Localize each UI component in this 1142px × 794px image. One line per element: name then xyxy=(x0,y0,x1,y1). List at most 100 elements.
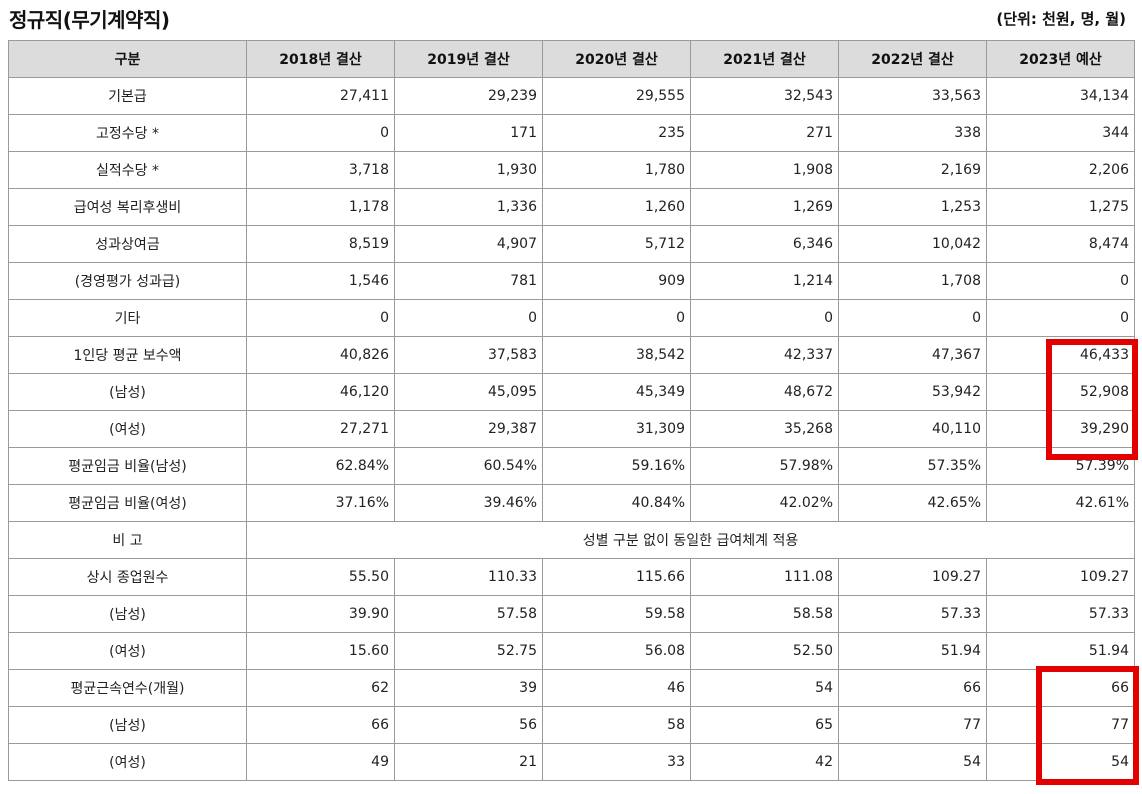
table-row: (남성) 46,120 45,095 45,349 48,672 53,942 52,908 xyxy=(8,373,1135,411)
cell-value: 52,908 xyxy=(986,373,1135,411)
cell-value: 62 xyxy=(246,669,395,707)
cell-value: 1,178 xyxy=(246,188,395,226)
table-row: (남성) 39.90 57.58 59.58 58.58 57.33 57.33 xyxy=(8,595,1135,633)
column-header-year: 2020년 결산 xyxy=(542,40,691,78)
cell-value: 10,042 xyxy=(838,225,987,263)
cell-value: 56 xyxy=(394,706,543,744)
row-label: 기타 xyxy=(8,299,247,337)
cell-value: 46 xyxy=(542,669,691,707)
cell-value: 1,214 xyxy=(690,262,839,300)
cell-value: 33,563 xyxy=(838,77,987,115)
row-label: (여성) xyxy=(8,743,247,781)
cell-value: 29,239 xyxy=(394,77,543,115)
cell-value: 58.58 xyxy=(690,595,839,633)
unit-note: (단위: 천원, 명, 월) xyxy=(996,10,1126,28)
cell-value: 42.02% xyxy=(690,484,839,522)
cell-value: 0 xyxy=(394,299,543,337)
cell-value: 62.84% xyxy=(246,447,395,485)
row-label: (여성) xyxy=(8,632,247,670)
table-row: 고정수당 * 0 171 235 271 338 344 xyxy=(8,114,1135,152)
cell-value: 66 xyxy=(986,669,1135,707)
table-row: 평균임금 비율(여성) 37.16% 39.46% 40.84% 42.02% 42.65… xyxy=(8,484,1135,522)
cell-value: 42.61% xyxy=(986,484,1135,522)
cell-value: 66 xyxy=(838,669,987,707)
cell-value: 2,169 xyxy=(838,151,987,189)
cell-value: 57.98% xyxy=(690,447,839,485)
cell-value: 0 xyxy=(986,299,1135,337)
table-row: 기본급 27,411 29,239 29,555 32,543 33,563 34,134 xyxy=(8,77,1135,115)
cell-value: 66 xyxy=(246,706,395,744)
cell-value: 29,387 xyxy=(394,410,543,448)
cell-value: 58 xyxy=(542,706,691,744)
cell-value: 1,708 xyxy=(838,262,987,300)
cell-value: 115.66 xyxy=(542,558,691,596)
cell-value: 51.94 xyxy=(986,632,1135,670)
cell-value: 46,433 xyxy=(986,336,1135,374)
table-row: 실적수당 * 3,718 1,930 1,780 1,908 2,169 2,206 xyxy=(8,151,1135,189)
row-label: 급여성 복리후생비 xyxy=(8,188,247,226)
cell-value: 48,672 xyxy=(690,373,839,411)
column-header-year: 2021년 결산 xyxy=(690,40,839,78)
remark-row: 비 고 성별 구분 없이 동일한 급여체계 적용 xyxy=(8,521,1135,559)
cell-value: 60.54% xyxy=(394,447,543,485)
cell-value: 39.46% xyxy=(394,484,543,522)
cell-value: 39.90 xyxy=(246,595,395,633)
cell-value: 51.94 xyxy=(838,632,987,670)
cell-value: 0 xyxy=(542,299,691,337)
cell-value: 0 xyxy=(246,114,395,152)
cell-value: 59.16% xyxy=(542,447,691,485)
cell-value: 3,718 xyxy=(246,151,395,189)
cell-value: 171 xyxy=(394,114,543,152)
cell-value: 4,907 xyxy=(394,225,543,263)
cell-value: 8,519 xyxy=(246,225,395,263)
cell-value: 54 xyxy=(838,743,987,781)
cell-value: 47,367 xyxy=(838,336,987,374)
row-label: 평균근속연수(개월) xyxy=(8,669,247,707)
cell-value: 5,712 xyxy=(542,225,691,263)
row-label: 기본급 xyxy=(8,77,247,115)
cell-value: 42,337 xyxy=(690,336,839,374)
row-label: 실적수당 * xyxy=(8,151,247,189)
cell-value: 1,780 xyxy=(542,151,691,189)
cell-value: 65 xyxy=(690,706,839,744)
cell-value: 235 xyxy=(542,114,691,152)
table-row: 평균근속연수(개월) 62 39 46 54 66 66 xyxy=(8,669,1135,707)
cell-value: 29,555 xyxy=(542,77,691,115)
table-row: 상시 종업원수 55.50 110.33 115.66 111.08 109.27 109.… xyxy=(8,558,1135,596)
cell-value: 39 xyxy=(394,669,543,707)
table-row: 성과상여금 8,519 4,907 5,712 6,346 10,042 8,474 xyxy=(8,225,1135,263)
cell-value: 338 xyxy=(838,114,987,152)
row-label: (남성) xyxy=(8,706,247,744)
cell-value: 1,253 xyxy=(838,188,987,226)
cell-value: 53,942 xyxy=(838,373,987,411)
cell-value: 21 xyxy=(394,743,543,781)
row-label: (남성) xyxy=(8,373,247,411)
row-label: 고정수당 * xyxy=(8,114,247,152)
table-row: (여성) 27,271 29,387 31,309 35,268 40,110 39,290 xyxy=(8,410,1135,448)
cell-value: 109.27 xyxy=(838,558,987,596)
cell-value: 1,336 xyxy=(394,188,543,226)
row-label: 평균임금 비율(여성) xyxy=(8,484,247,522)
cell-value: 1,275 xyxy=(986,188,1135,226)
remark-text: 성별 구분 없이 동일한 급여체계 적용 xyxy=(246,521,1135,559)
table-row: (남성) 66 56 58 65 77 77 xyxy=(8,706,1135,744)
cell-value: 1,269 xyxy=(690,188,839,226)
cell-value: 31,309 xyxy=(542,410,691,448)
cell-value: 57.33 xyxy=(986,595,1135,633)
cell-value: 49 xyxy=(246,743,395,781)
cell-value: 46,120 xyxy=(246,373,395,411)
column-header-year: 2023년 예산 xyxy=(986,40,1135,78)
cell-value: 55.50 xyxy=(246,558,395,596)
column-header-year: 2019년 결산 xyxy=(394,40,543,78)
cell-value: 45,349 xyxy=(542,373,691,411)
cell-value: 56.08 xyxy=(542,632,691,670)
cell-value: 1,930 xyxy=(394,151,543,189)
cell-value: 8,474 xyxy=(986,225,1135,263)
cell-value: 57.33 xyxy=(838,595,987,633)
cell-value: 1,546 xyxy=(246,262,395,300)
cell-value: 57.39% xyxy=(986,447,1135,485)
cell-value: 37,583 xyxy=(394,336,543,374)
cell-value: 42.65% xyxy=(838,484,987,522)
cell-value: 0 xyxy=(246,299,395,337)
cell-value: 39,290 xyxy=(986,410,1135,448)
